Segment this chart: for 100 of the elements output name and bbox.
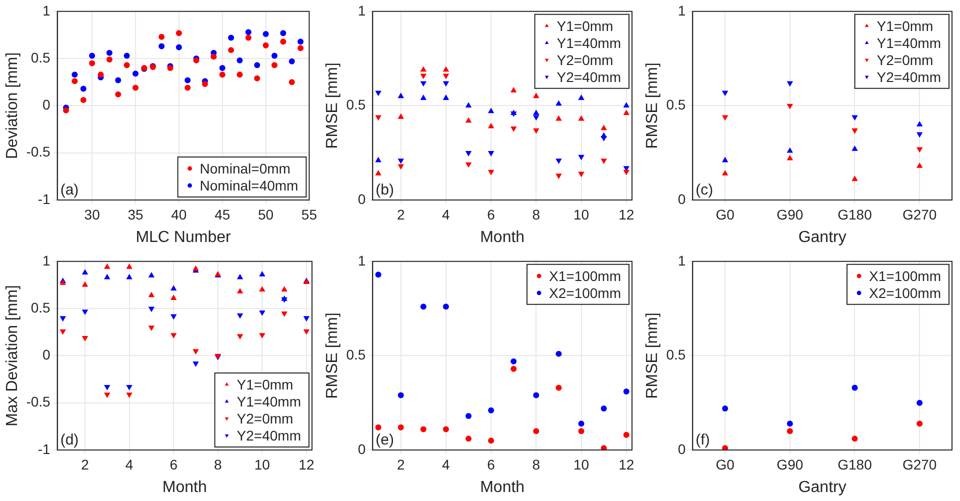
x-axis-title: Month xyxy=(480,478,525,496)
legend-label: Y1=40mm xyxy=(876,34,942,51)
point xyxy=(375,115,382,121)
point xyxy=(298,45,304,52)
point xyxy=(98,72,104,78)
y-tick-label: 1 xyxy=(358,252,366,268)
point xyxy=(259,271,266,276)
point xyxy=(398,392,404,398)
x-tick-label: 4 xyxy=(125,456,134,472)
point xyxy=(80,86,86,92)
y-tick-label: -0.5 xyxy=(26,144,51,160)
x-tick-label: G90 xyxy=(776,456,804,472)
x-tick-label: 35 xyxy=(128,206,144,222)
point xyxy=(245,29,252,36)
point xyxy=(176,30,182,36)
point xyxy=(192,349,199,355)
point xyxy=(192,361,199,367)
point xyxy=(578,428,584,434)
point xyxy=(510,87,517,92)
point xyxy=(556,158,562,164)
point xyxy=(245,34,252,41)
point xyxy=(170,333,177,339)
legend-label: X1=100mm xyxy=(869,268,941,284)
point xyxy=(488,122,494,128)
y-axis-title: RMSE [mm] xyxy=(324,62,342,149)
x-axis-title: Gantry xyxy=(798,228,846,246)
annotation: (d) xyxy=(60,432,79,449)
y-tick-label: 0 xyxy=(678,190,686,207)
x-tick-label: 8 xyxy=(214,456,222,472)
x-tick-label: 10 xyxy=(254,456,270,472)
y-tick-label: 1 xyxy=(42,252,51,268)
legend-label: Y1=40mm xyxy=(236,393,302,410)
x-tick-label: 10 xyxy=(573,456,590,472)
legend-label: Y1=40mm xyxy=(556,34,622,51)
x-tick-label: 55 xyxy=(301,206,318,222)
point xyxy=(280,38,286,45)
point xyxy=(60,329,66,335)
point xyxy=(63,107,70,114)
legend-label: Y1=0mm xyxy=(876,18,934,34)
point xyxy=(126,263,132,269)
point xyxy=(398,92,404,98)
x-tick-label: 40 xyxy=(171,206,187,222)
point xyxy=(210,54,217,60)
point xyxy=(600,406,607,412)
point xyxy=(420,66,427,72)
point xyxy=(82,269,88,275)
y-tick-label: 0 xyxy=(358,440,366,457)
x-tick-label: G270 xyxy=(902,206,937,222)
point xyxy=(132,84,138,91)
legend-label: Y1=0mm xyxy=(236,376,294,392)
point xyxy=(510,126,517,132)
x-axis-title: Gantry xyxy=(798,478,846,496)
legend-label: X1=100mm xyxy=(549,268,621,284)
y-tick-label: 0 xyxy=(42,96,51,113)
y-tick-label: 1 xyxy=(42,2,51,18)
point xyxy=(115,91,122,98)
point xyxy=(600,445,607,450)
y-tick-label: 0.5 xyxy=(666,346,686,363)
legend-label: Y2=0mm xyxy=(876,52,934,68)
point xyxy=(578,115,584,121)
point xyxy=(82,281,88,287)
legend-label: Y2=40mm xyxy=(556,68,622,85)
x-tick-label: 2 xyxy=(396,456,405,472)
point xyxy=(533,110,540,116)
annotation: (c) xyxy=(696,182,714,199)
point xyxy=(106,56,112,62)
y-tick-label: 0.5 xyxy=(30,49,51,66)
point xyxy=(104,385,110,390)
y-tick-label: 1 xyxy=(358,2,366,18)
y-tick-label: 0.5 xyxy=(346,96,366,113)
point xyxy=(170,314,177,320)
y-axis-title: RMSE [mm] xyxy=(324,312,342,399)
point xyxy=(578,420,584,427)
x-axis-title: MLC Number xyxy=(136,228,232,246)
point xyxy=(281,311,288,317)
point xyxy=(184,84,191,91)
point xyxy=(176,44,182,50)
point xyxy=(126,392,132,398)
point xyxy=(916,420,923,427)
point xyxy=(82,310,88,315)
point xyxy=(170,294,177,300)
point xyxy=(298,38,304,45)
point xyxy=(158,43,165,50)
point xyxy=(466,436,472,442)
y-axis-title: RMSE [mm] xyxy=(644,62,662,149)
point xyxy=(533,92,540,98)
point xyxy=(623,110,630,116)
legend-label: Y2=0mm xyxy=(556,52,614,68)
x-tick-label: 2 xyxy=(396,206,405,222)
annotation: (e) xyxy=(376,432,394,449)
y-axis-title: RMSE [mm] xyxy=(644,312,662,399)
annotation: (a) xyxy=(60,182,79,199)
point xyxy=(852,436,858,442)
y-tick-label: 0 xyxy=(358,190,366,207)
point xyxy=(488,438,494,444)
point xyxy=(262,42,269,48)
legend-label: Nominal=40mm xyxy=(200,177,298,194)
y-tick-label: 0.5 xyxy=(666,96,686,113)
x-tick-label: G90 xyxy=(776,206,804,222)
point xyxy=(259,310,266,316)
